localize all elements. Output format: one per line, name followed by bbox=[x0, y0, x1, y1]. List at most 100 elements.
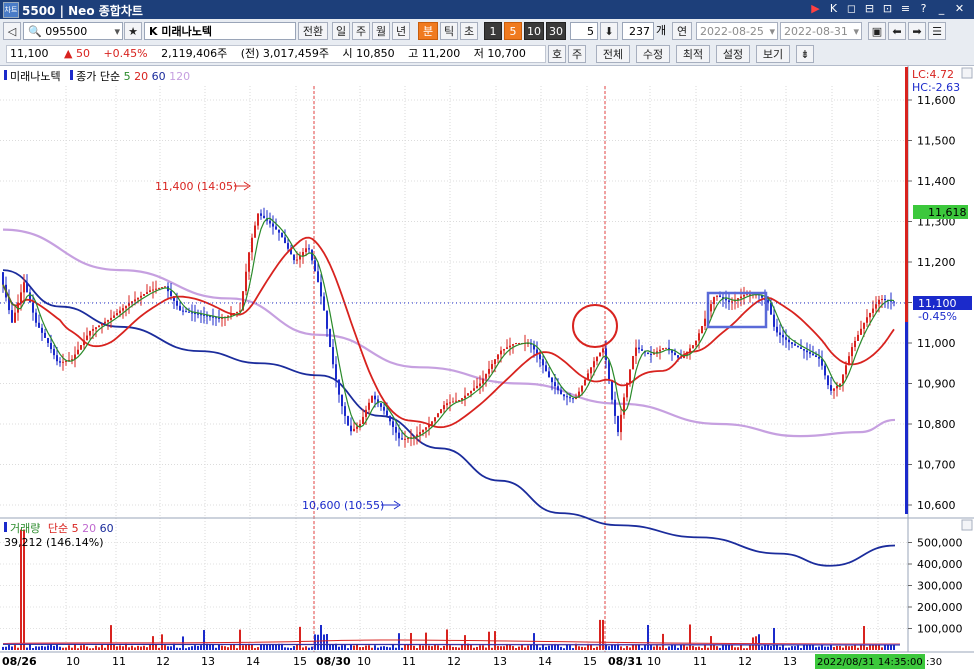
close-icon[interactable]: ✕ bbox=[954, 2, 965, 15]
volume-bar bbox=[857, 647, 859, 650]
volume-bar bbox=[437, 645, 439, 650]
view-button[interactable]: 보기 bbox=[756, 45, 790, 63]
period-year-button[interactable]: 년 bbox=[392, 22, 410, 40]
candle-body bbox=[53, 349, 55, 356]
candle-body bbox=[797, 345, 799, 348]
legend-ma-label: 종가 단순 bbox=[76, 70, 121, 83]
volume-bar bbox=[632, 644, 634, 650]
candle-body bbox=[893, 301, 895, 303]
lock-icon[interactable]: ⊡ bbox=[882, 2, 893, 15]
quote-box: 11,100 ▲ 50 +0.45% 2,119,406주 (전) 3,017,… bbox=[6, 45, 546, 63]
volume-bar bbox=[266, 644, 268, 650]
collapse-price-panel-button[interactable] bbox=[961, 67, 973, 79]
expand-icon[interactable]: ⇟ bbox=[796, 45, 814, 63]
stock-code-input[interactable]: 🔍 095500 ▾ bbox=[23, 22, 123, 40]
candle-body bbox=[152, 289, 154, 291]
period-month-button[interactable]: 월 bbox=[372, 22, 390, 40]
arrow-left-icon[interactable]: ⬅ bbox=[888, 22, 906, 40]
period-minute-button[interactable]: 분 bbox=[418, 22, 438, 40]
volume-bar bbox=[506, 643, 508, 650]
interval-30-button[interactable]: 30 bbox=[546, 22, 566, 40]
interval-5-button[interactable]: 5 bbox=[504, 22, 522, 40]
volume-bar bbox=[353, 645, 355, 650]
grid-icon[interactable]: ≡ bbox=[900, 2, 911, 15]
favorite-star-icon[interactable]: ★ bbox=[124, 22, 142, 40]
candle-body bbox=[461, 398, 463, 400]
candle-body bbox=[71, 359, 73, 361]
candle-body bbox=[551, 377, 553, 383]
arrow-down-icon[interactable]: ⬇ bbox=[600, 22, 618, 40]
settings-button[interactable]: 설정 bbox=[716, 45, 750, 63]
volume-bar bbox=[278, 643, 280, 650]
help-icon[interactable]: ? bbox=[920, 2, 927, 15]
volume-bar bbox=[401, 647, 403, 650]
date-from-input[interactable]: 2022-08-25 ▾ bbox=[696, 22, 778, 40]
period-tick-button[interactable]: 틱 bbox=[440, 22, 458, 40]
candle-body bbox=[431, 421, 433, 425]
adjust-button[interactable]: 수정 bbox=[636, 45, 670, 63]
volume-bar bbox=[389, 647, 391, 650]
volume-bar bbox=[590, 645, 592, 650]
volume-bar bbox=[860, 643, 862, 650]
period-day-button[interactable]: 일 bbox=[332, 22, 350, 40]
candle-body bbox=[137, 297, 139, 300]
candle-body bbox=[272, 223, 274, 227]
save-icon[interactable]: ▣ bbox=[868, 22, 886, 40]
candle-body bbox=[683, 354, 685, 359]
list-icon[interactable]: ☰ bbox=[928, 22, 946, 40]
candle-body bbox=[776, 326, 778, 333]
collapse-volume-panel-button[interactable] bbox=[961, 519, 973, 531]
candle-body bbox=[749, 294, 751, 296]
interval-10-button[interactable]: 10 bbox=[524, 22, 544, 40]
volume-bar bbox=[515, 648, 517, 650]
volume-bar bbox=[704, 644, 706, 650]
candle-body bbox=[449, 402, 451, 404]
volume-bar bbox=[662, 633, 664, 650]
back-icon[interactable]: ◁ bbox=[3, 22, 21, 40]
candle-body bbox=[467, 393, 469, 396]
interval-1-button[interactable]: 1 bbox=[484, 22, 502, 40]
volume-bar bbox=[839, 645, 841, 650]
interval-input[interactable]: 5 bbox=[570, 22, 598, 40]
candle-body bbox=[476, 385, 478, 389]
new-window-icon[interactable]: ◻ bbox=[846, 2, 857, 15]
all-button[interactable]: 전체 bbox=[596, 45, 630, 63]
candle-body bbox=[146, 292, 148, 294]
play-icon[interactable]: ▶ bbox=[811, 2, 820, 15]
volume-bar bbox=[38, 646, 40, 650]
volume-bar bbox=[155, 644, 157, 650]
volume-bar bbox=[2, 646, 4, 650]
candle-body bbox=[314, 260, 316, 272]
chevron-down-icon[interactable]: ▾ bbox=[114, 25, 120, 38]
link-icon[interactable]: K bbox=[829, 2, 838, 15]
optimize-button[interactable]: 최적 bbox=[676, 45, 710, 63]
volume-bar bbox=[674, 645, 676, 650]
volume-bar bbox=[317, 634, 319, 650]
continuous-button[interactable]: 연 bbox=[672, 22, 692, 40]
date-to-input[interactable]: 2022-08-31 ▾ bbox=[780, 22, 862, 40]
price-chart[interactable]: 11,400 (14:05) 10,600 (10:55) LC:4.72HC:-… bbox=[0, 66, 974, 670]
volume-bar bbox=[560, 646, 562, 650]
candle-body bbox=[56, 355, 58, 362]
volume-bar bbox=[518, 646, 520, 650]
volume-bar bbox=[281, 643, 283, 650]
period-week-button[interactable]: 주 bbox=[352, 22, 370, 40]
period-second-button[interactable]: 초 bbox=[460, 22, 478, 40]
volume-bar bbox=[698, 646, 700, 650]
split-icon[interactable]: ⊟ bbox=[864, 2, 875, 15]
candle-body bbox=[407, 438, 409, 440]
arrow-right-icon[interactable]: ➡ bbox=[908, 22, 926, 40]
search-icon: 🔍 bbox=[28, 25, 42, 38]
volume-bar bbox=[692, 645, 694, 650]
minimize-icon[interactable]: _ bbox=[938, 2, 945, 15]
convert-button[interactable]: 전환 bbox=[298, 22, 328, 40]
candle-body bbox=[611, 379, 613, 400]
stock-order-button[interactable]: 주 bbox=[568, 45, 586, 63]
quote-order-button[interactable]: 호 bbox=[548, 45, 566, 63]
count-input[interactable]: 237 bbox=[622, 22, 654, 40]
candlesticks bbox=[2, 207, 895, 448]
stock-name-field[interactable]: K 미래나노텍 bbox=[144, 22, 296, 40]
candle-body bbox=[704, 318, 706, 326]
candle-body bbox=[50, 343, 52, 350]
volume-bar bbox=[380, 646, 382, 650]
